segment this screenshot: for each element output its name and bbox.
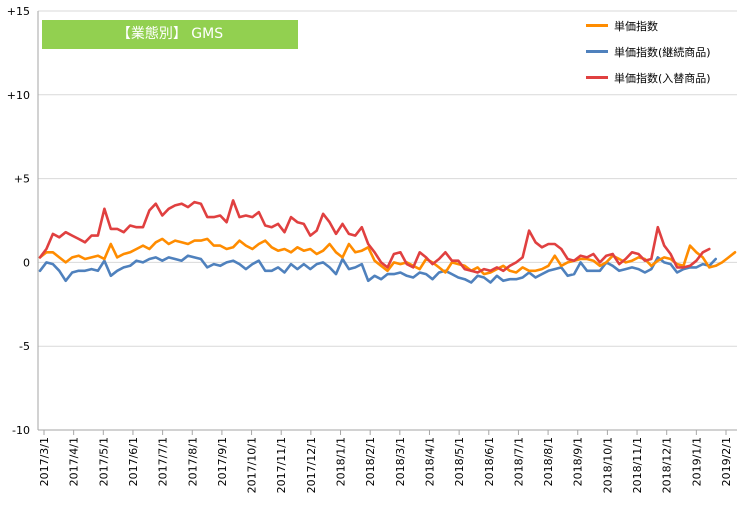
y-tick-label: +15 xyxy=(7,5,30,18)
y-tick-label: -5 xyxy=(19,340,30,353)
x-tick-label: 2018/4/1 xyxy=(424,437,437,486)
legend-label: 単価指数(継続商品) xyxy=(614,46,711,59)
chart-title: 【業態別】 GMS xyxy=(42,20,298,49)
x-tick-label: 2018/8/1 xyxy=(542,437,555,486)
x-tick-label: 2018/11/1 xyxy=(631,437,644,493)
x-tick-label: 2017/5/1 xyxy=(97,437,110,486)
y-tick-label: -10 xyxy=(12,424,30,437)
legend-label: 単価指数(入替商品) xyxy=(614,72,711,85)
series-line-2 xyxy=(38,199,711,274)
x-tick-label: 2017/6/1 xyxy=(127,437,140,486)
x-tick-label: 2019/1/1 xyxy=(690,437,703,486)
x-tick-label: 2018/12/1 xyxy=(661,437,674,493)
x-tick-label: 2018/6/1 xyxy=(483,437,496,486)
x-tick-label: 2019/2/1 xyxy=(720,437,733,486)
y-tick-label: +10 xyxy=(7,89,30,102)
x-tick-label: 2017/4/1 xyxy=(68,437,81,486)
legend-swatch-continuing-products xyxy=(586,50,608,53)
x-tick-label: 2017/12/1 xyxy=(305,437,318,493)
x-tick-label: 2018/10/1 xyxy=(601,437,614,493)
series-line-1 xyxy=(38,254,718,284)
x-tick-label: 2017/8/1 xyxy=(186,437,199,486)
series-line-0 xyxy=(38,237,737,276)
legend-label: 単価指数 xyxy=(614,20,658,33)
x-tick-label: 2018/7/1 xyxy=(512,437,525,486)
legend-swatch-replaced-products xyxy=(586,76,608,79)
legend-swatch-price-index xyxy=(586,24,608,27)
axes xyxy=(37,11,737,431)
y-axis-ticks: +15 +10 +5 0 -5 -10 xyxy=(7,5,30,437)
y-tick-label: +5 xyxy=(14,173,30,186)
y-tick-label: 0 xyxy=(23,256,30,269)
x-tick-label: 2018/2/1 xyxy=(364,437,377,486)
x-tick-label: 2018/5/1 xyxy=(453,437,466,486)
x-tick-label: 2017/11/1 xyxy=(275,437,288,493)
x-tick-label: 2017/3/1 xyxy=(38,437,51,486)
x-tick-label: 2018/1/1 xyxy=(335,437,348,486)
x-tick-label: 2018/3/1 xyxy=(394,437,407,486)
x-tick-label: 2017/7/1 xyxy=(157,437,170,486)
x-tick-label: 2017/9/1 xyxy=(216,437,229,486)
x-axis-ticks: 2017/3/1 2017/4/1 2017/5/1 2017/6/1 2017/7/1… xyxy=(38,430,733,493)
x-tick-label: 2017/10/1 xyxy=(246,437,259,493)
x-tick-label: 2018/9/1 xyxy=(572,437,585,486)
series-lines xyxy=(38,199,737,284)
